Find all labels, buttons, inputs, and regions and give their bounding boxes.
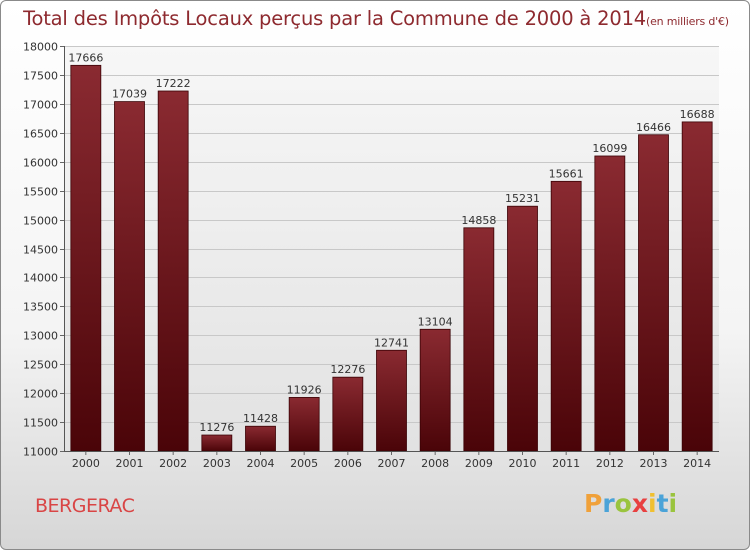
logo-letter: t xyxy=(656,489,669,518)
title-text: Total des Impôts Locaux perçus par la Co… xyxy=(23,7,646,30)
logo-letter: x xyxy=(631,489,648,518)
x-tick-label: 2009 xyxy=(465,457,493,470)
data-label-2002: 17222 xyxy=(156,77,191,90)
bar-2014 xyxy=(681,121,713,452)
y-tick-label: 16500 xyxy=(23,128,58,141)
x-axis: 2000 2001 2002 2003 2004 2005 2006 2007 2008 2009… xyxy=(64,451,719,470)
x-tick-label: 2008 xyxy=(421,457,449,470)
bars: 17666 17039 17222 11276 11428 11926 12276 12741… xyxy=(68,51,715,452)
x-tick-label: 2002 xyxy=(159,457,187,470)
x-tick-label: 2006 xyxy=(334,457,362,470)
bar-2012 xyxy=(594,155,626,452)
bar-2004 xyxy=(245,425,276,452)
y-tick-label: 13500 xyxy=(23,301,58,314)
x-tick-label: 2013 xyxy=(640,457,668,470)
bar-2002 xyxy=(157,90,189,452)
y-tick-label: 13000 xyxy=(23,330,58,343)
y-tick-label: 15000 xyxy=(23,215,58,228)
x-tick-label: 2005 xyxy=(290,457,318,470)
bar-2010 xyxy=(507,205,538,452)
data-label-2005: 11926 xyxy=(287,383,322,396)
y-tick-label: 17500 xyxy=(23,70,58,83)
x-tick-label: 2012 xyxy=(596,457,624,470)
x-tick-label: 2011 xyxy=(552,457,580,470)
y-tick-label: 14000 xyxy=(23,272,58,285)
y-tick-label: 16000 xyxy=(23,157,58,170)
commune-name: BERGERAC xyxy=(35,495,135,517)
data-label-2001: 17039 xyxy=(112,88,147,101)
data-label-2012: 16099 xyxy=(592,142,627,155)
x-tick-label: 2004 xyxy=(247,457,275,470)
data-label-2007: 12741 xyxy=(374,336,409,349)
x-tick-label: 2007 xyxy=(378,457,406,470)
bar-2000 xyxy=(70,64,102,452)
x-tick-label: 2003 xyxy=(203,457,231,470)
data-label-2006: 12276 xyxy=(330,363,365,376)
data-label-2009: 14858 xyxy=(461,214,496,227)
logo-letter: i xyxy=(648,489,657,518)
bar-2013 xyxy=(638,134,669,452)
x-tick-label: 2014 xyxy=(683,457,711,470)
y-tick-label: 14500 xyxy=(23,244,58,257)
data-label-2014: 16688 xyxy=(680,108,715,121)
y-tick-label: 11500 xyxy=(23,417,58,430)
bar-2007 xyxy=(376,349,407,452)
x-tick-label: 2001 xyxy=(116,457,144,470)
y-tick-label: 15500 xyxy=(23,186,58,199)
data-label-2003: 11276 xyxy=(199,421,234,434)
logo-letter: o xyxy=(614,489,632,518)
data-label-2011: 15661 xyxy=(549,167,584,180)
title-unit: (en milliers d'€) xyxy=(646,15,729,28)
bar-2003 xyxy=(201,434,233,452)
bar-2005 xyxy=(288,397,320,452)
y-tick-label: 17000 xyxy=(23,99,58,112)
logo-letter: P xyxy=(584,489,603,518)
bar-2001 xyxy=(114,101,145,452)
bar-2008 xyxy=(419,328,451,452)
chart-title: Total des Impôts Locaux perçus par la Co… xyxy=(1,7,749,30)
x-tick-label: 2010 xyxy=(509,457,537,470)
y-tick-label: 11000 xyxy=(23,446,58,459)
y-axis: 11000 11500 12000 12500 13000 13500 14000 14500… xyxy=(23,41,65,459)
x-tick-label: 2000 xyxy=(72,457,100,470)
data-label-2010: 15231 xyxy=(505,192,540,205)
data-label-2013: 16466 xyxy=(636,121,671,134)
data-label-2000: 17666 xyxy=(68,51,103,64)
logo-letter: i xyxy=(668,489,678,518)
proxiti-logo: Proxiti xyxy=(584,489,677,518)
bar-2009 xyxy=(463,227,495,452)
y-tick-label: 18000 xyxy=(23,41,58,54)
y-tick-label: 12000 xyxy=(23,388,58,401)
data-label-2008: 13104 xyxy=(418,315,453,328)
y-tick-label: 12500 xyxy=(23,359,58,372)
bar-2011 xyxy=(550,180,582,452)
bar-2006 xyxy=(332,376,364,452)
data-label-2004: 11428 xyxy=(243,412,278,425)
logo-letter: r xyxy=(602,489,615,518)
